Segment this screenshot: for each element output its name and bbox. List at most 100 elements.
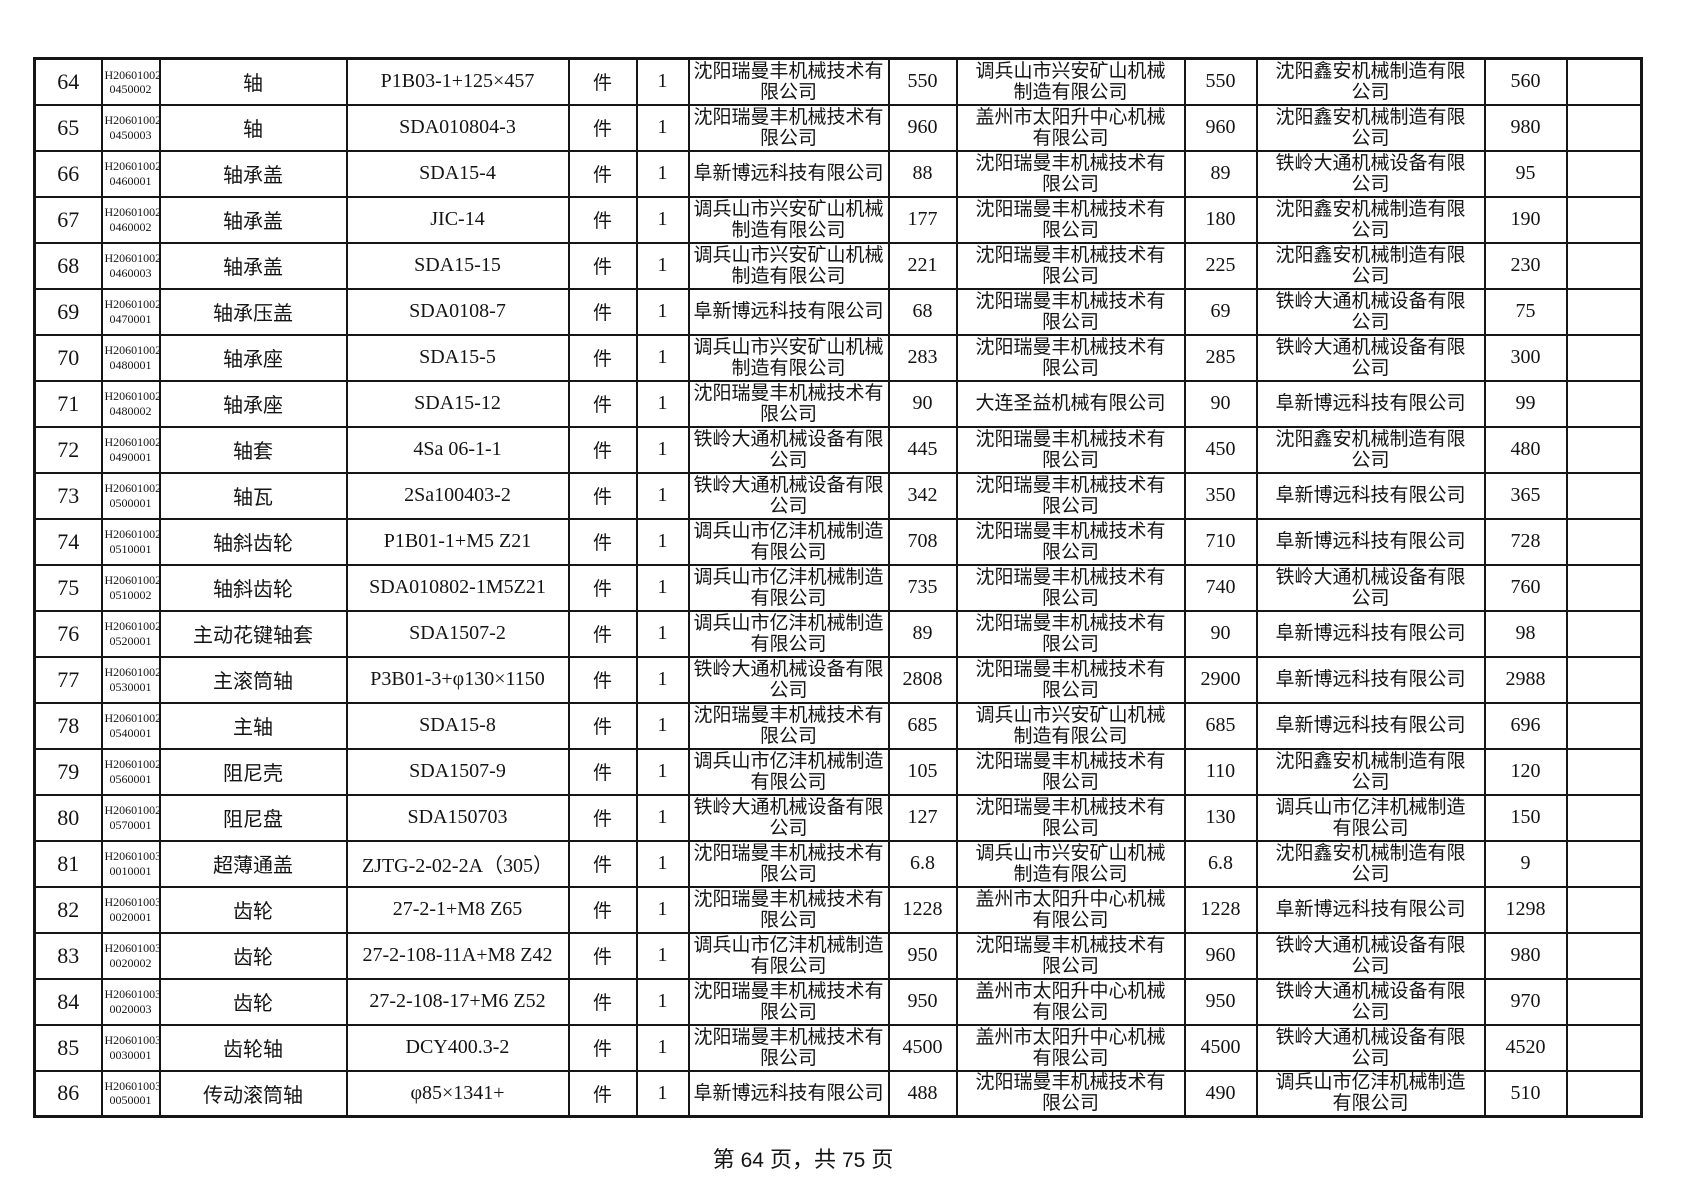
supplier3-name-cell: 调兵山市亿沣机械制造 有限公司	[1255, 793, 1486, 842]
unit-cell: 件	[567, 57, 638, 106]
supplier2-price-cell: 1228	[1183, 885, 1258, 934]
empty-cell	[1565, 701, 1643, 750]
supplier1-name-cell: 调兵山市兴安矿山机械 制造有限公司	[687, 241, 890, 290]
supplier2-name-cell: 沈阳瑞曼丰机械技术有 限公司	[955, 149, 1186, 198]
supplier2-price-cell: 90	[1183, 379, 1258, 428]
part-name-cell: 阻尼盘	[158, 793, 348, 842]
material-code-cell: H20601003 0050001	[100, 1069, 161, 1118]
supplier3-price-cell: 230	[1483, 241, 1568, 290]
row-number-cell: 80	[33, 793, 103, 842]
part-name-cell: 轴斜齿轮	[158, 517, 348, 566]
supplier3-price-cell: 300	[1483, 333, 1568, 382]
part-name-cell: 轴承座	[158, 333, 348, 382]
table-row: 78 H20601002 0540001 主轴 SDA15-8 件 1 沈阳瑞曼…	[33, 701, 1643, 750]
part-name-cell: 轴承压盖	[158, 287, 348, 336]
supplier3-name-cell: 沈阳鑫安机械制造有限 公司	[1255, 195, 1486, 244]
supplier2-name-cell: 调兵山市兴安矿山机械 制造有限公司	[955, 839, 1186, 888]
part-name-cell: 主动花键轴套	[158, 609, 348, 658]
row-number-cell: 68	[33, 241, 103, 290]
supplier3-price-cell: 480	[1483, 425, 1568, 474]
supplier2-price-cell: 960	[1183, 931, 1258, 980]
supplier3-price-cell: 95	[1483, 149, 1568, 198]
empty-cell	[1565, 57, 1643, 106]
spec-model-cell: SDA150703	[345, 793, 570, 842]
supplier2-price-cell: 450	[1183, 425, 1258, 474]
row-number-cell: 82	[33, 885, 103, 934]
part-name-cell: 轴套	[158, 425, 348, 474]
supplier1-name-cell: 调兵山市兴安矿山机械 制造有限公司	[687, 195, 890, 244]
supplier1-name-cell: 铁岭大通机械设备有限 公司	[687, 793, 890, 842]
footer-suffix: 页	[871, 1147, 894, 1172]
supplier3-price-cell: 980	[1483, 931, 1568, 980]
unit-cell: 件	[567, 517, 638, 566]
material-code-cell: H20601002 0540001	[100, 701, 161, 750]
supplier1-price-cell: 177	[887, 195, 958, 244]
supplier1-price-cell: 685	[887, 701, 958, 750]
footer-middle: 页，共	[769, 1147, 836, 1172]
row-number-cell: 76	[33, 609, 103, 658]
material-code-cell: H20601002 0480002	[100, 379, 161, 428]
unit-cell: 件	[567, 977, 638, 1026]
supplier3-price-cell: 98	[1483, 609, 1568, 658]
supplier2-name-cell: 调兵山市兴安矿山机械 制造有限公司	[955, 57, 1186, 106]
spec-model-cell: SDA15-8	[345, 701, 570, 750]
table-row: 83 H20601003 0020002 齿轮 27-2-108-11A+M8 …	[33, 931, 1643, 980]
supplier3-name-cell: 沈阳鑫安机械制造有限 公司	[1255, 57, 1486, 106]
supplier1-name-cell: 调兵山市兴安矿山机械 制造有限公司	[687, 333, 890, 382]
unit-cell: 件	[567, 149, 638, 198]
quantity-cell: 1	[635, 885, 690, 934]
supplier2-price-cell: 490	[1183, 1069, 1258, 1118]
part-name-cell: 超薄通盖	[158, 839, 348, 888]
spec-model-cell: 27-2-108-11A+M8 Z42	[345, 931, 570, 980]
supplier2-name-cell: 沈阳瑞曼丰机械技术有 限公司	[955, 747, 1186, 796]
spec-model-cell: P1B01-1+M5 Z21	[345, 517, 570, 566]
supplier2-name-cell: 沈阳瑞曼丰机械技术有 限公司	[955, 793, 1186, 842]
footer-total-pages: 75	[842, 1149, 866, 1172]
quantity-cell: 1	[635, 931, 690, 980]
supplier1-name-cell: 沈阳瑞曼丰机械技术有 限公司	[687, 1023, 890, 1072]
material-code-cell: H20601002 0450003	[100, 103, 161, 152]
row-number-cell: 70	[33, 333, 103, 382]
supplier2-price-cell: 960	[1183, 103, 1258, 152]
supplier2-name-cell: 盖州市太阳升中心机械 有限公司	[955, 1023, 1186, 1072]
supplier1-price-cell: 90	[887, 379, 958, 428]
part-name-cell: 轴	[158, 57, 348, 106]
supplier3-price-cell: 190	[1483, 195, 1568, 244]
table-row: 79 H20601002 0560001 阻尼壳 SDA1507-9 件 1 调…	[33, 747, 1643, 796]
footer-page-number: 64	[740, 1149, 764, 1172]
spec-model-cell: SDA010804-3	[345, 103, 570, 152]
quantity-cell: 1	[635, 793, 690, 842]
material-code-cell: H20601002 0520001	[100, 609, 161, 658]
supplier3-name-cell: 阜新博远科技有限公司	[1255, 609, 1486, 658]
unit-cell: 件	[567, 1023, 638, 1072]
empty-cell	[1565, 379, 1643, 428]
spec-model-cell: SDA15-5	[345, 333, 570, 382]
supplier2-name-cell: 沈阳瑞曼丰机械技术有 限公司	[955, 931, 1186, 980]
row-number-cell: 79	[33, 747, 103, 796]
unit-cell: 件	[567, 747, 638, 796]
unit-cell: 件	[567, 471, 638, 520]
empty-cell	[1565, 241, 1643, 290]
parts-price-table: 64 H20601002 0450002 轴 P1B03-1+125×457 件…	[33, 57, 1643, 1118]
spec-model-cell: SDA15-15	[345, 241, 570, 290]
quantity-cell: 1	[635, 563, 690, 612]
supplier2-name-cell: 沈阳瑞曼丰机械技术有 限公司	[955, 517, 1186, 566]
table-row: 72 H20601002 0490001 轴套 4Sa 06-1-1 件 1 铁…	[33, 425, 1643, 474]
quantity-cell: 1	[635, 747, 690, 796]
row-number-cell: 65	[33, 103, 103, 152]
quantity-cell: 1	[635, 195, 690, 244]
supplier1-price-cell: 221	[887, 241, 958, 290]
material-code-cell: H20601002 0570001	[100, 793, 161, 842]
part-name-cell: 主滚筒轴	[158, 655, 348, 704]
empty-cell	[1565, 747, 1643, 796]
supplier3-price-cell: 696	[1483, 701, 1568, 750]
supplier3-name-cell: 阜新博远科技有限公司	[1255, 655, 1486, 704]
supplier1-name-cell: 沈阳瑞曼丰机械技术有 限公司	[687, 57, 890, 106]
supplier3-name-cell: 铁岭大通机械设备有限 公司	[1255, 149, 1486, 198]
supplier1-name-cell: 铁岭大通机械设备有限 公司	[687, 655, 890, 704]
table-row: 65 H20601002 0450003 轴 SDA010804-3 件 1 沈…	[33, 103, 1643, 152]
material-code-cell: H20601002 0510002	[100, 563, 161, 612]
unit-cell: 件	[567, 287, 638, 336]
supplier3-price-cell: 75	[1483, 287, 1568, 336]
